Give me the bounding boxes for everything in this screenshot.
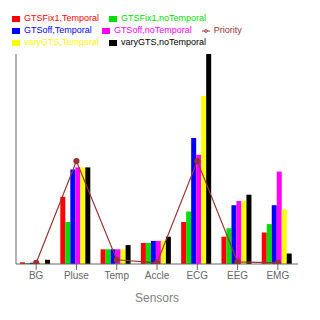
html-text:GTSFix1,Temporal: GTSFix1,Temporal [24,13,99,23]
svg-text:Pluse: Pluse [64,270,89,281]
svg-text:EMG: EMG [266,270,289,281]
svg-text:BG: BG [29,270,44,281]
svg-text:Accle: Accle [145,270,170,281]
svg-text:ECG: ECG [186,270,208,281]
html-text:GTSoff,Temporal: GTSoff,Temporal [24,25,92,35]
svg-text:Temp: Temp [104,270,129,281]
html-text:varyGTS,noTemporal: varyGTS,noTemporal [121,37,207,47]
svg-text:EEG: EEG [227,270,248,281]
html-text:varyGTS,Temporal: varyGTS,Temporal [24,37,99,47]
svg-text:Sensors: Sensors [135,291,179,305]
html-text:Priority: Priority [213,25,242,35]
html-text:GTSoff,noTemporal: GTSoff,noTemporal [113,25,192,35]
html-text:GTSFix1,noTemporal: GTSFix1,noTemporal [121,13,207,23]
